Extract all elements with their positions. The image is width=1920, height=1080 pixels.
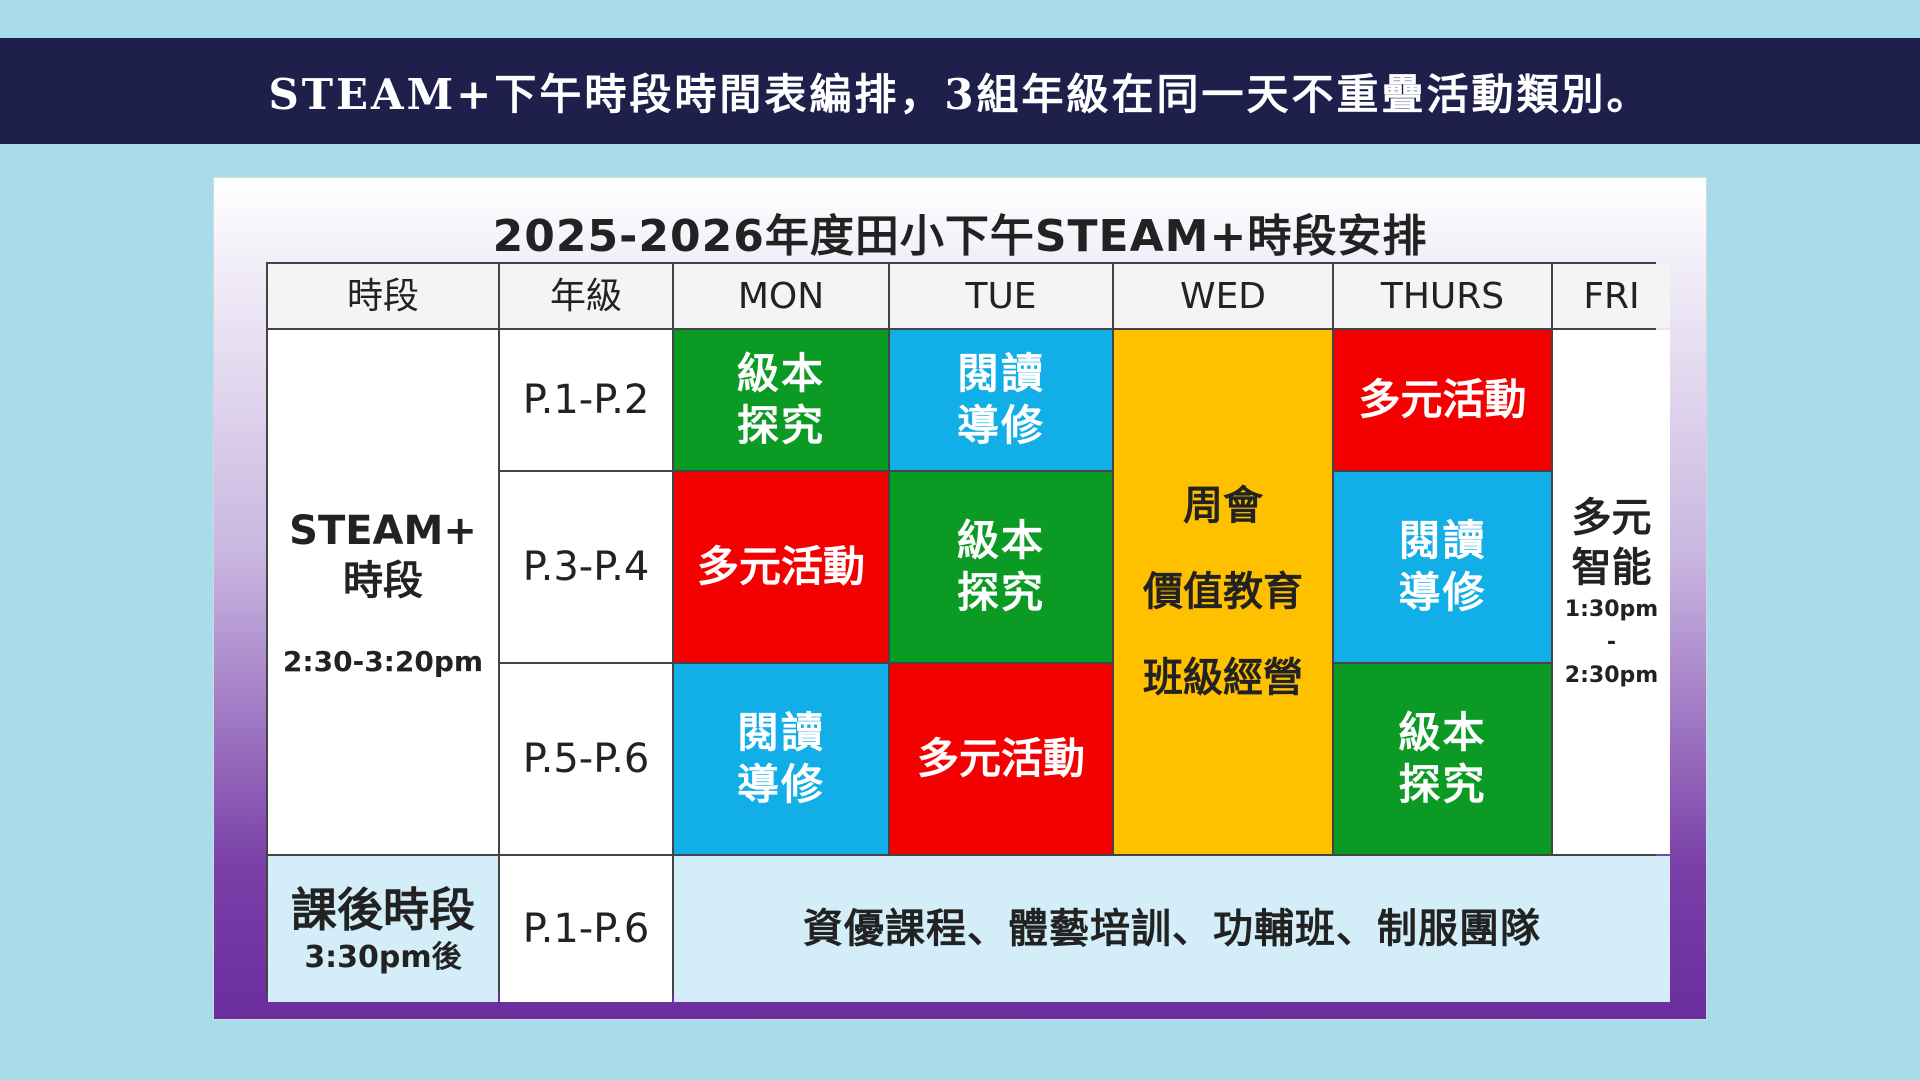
header-period: 時段 xyxy=(268,264,498,328)
wed-item: 價值教育 xyxy=(1143,569,1303,615)
grade-p1-p2: P.1-P.2 xyxy=(500,330,672,470)
schedule-title: 2025-2026年度田小下午STEAM+時段安排 xyxy=(492,211,1428,262)
header-thurs: THURS xyxy=(1334,264,1551,328)
tue-p1p2-cell: 閱讀 導修 xyxy=(890,330,1112,470)
timetable: 時段 年級 MON TUE WED THURS FRI STEAM+ 時段 2:… xyxy=(266,262,1670,1002)
after-school-activities: 資優課程、體藝培訓、功輔班、制服團隊 xyxy=(803,906,1541,952)
header-grade: 年級 xyxy=(500,264,672,328)
activity-line: 級本 xyxy=(956,515,1045,565)
activity-text: 多元活動 xyxy=(916,733,1085,783)
tue-p3p4-cell: 級本 探究 xyxy=(890,472,1112,662)
fri-time-end: 2:30pm xyxy=(1564,662,1659,688)
fri-time-start: 1:30pm xyxy=(1564,596,1659,622)
after-school-grade: P.1-P.6 xyxy=(500,856,672,1002)
thurs-p5p6-cell: 級本 探究 xyxy=(1334,664,1551,854)
wed-item: 周會 xyxy=(1183,483,1263,529)
grade-p5-p6: P.5-P.6 xyxy=(500,664,672,854)
wed-item: 班級經營 xyxy=(1143,655,1303,701)
schedule-slide: 2025-2026年度田小下午STEAM+時段安排 時段 年級 MON TUE … xyxy=(213,177,1707,1020)
activity-line: 閱讀 xyxy=(956,348,1045,398)
mon-p5p6-cell: 閱讀 導修 xyxy=(674,664,888,854)
after-school-title: 課後時段 xyxy=(291,882,475,937)
activity-line: 導修 xyxy=(736,760,825,809)
header-mon: MON xyxy=(674,264,888,328)
fri-merged-cell: 多元 智能 1:30pm - 2:30pm xyxy=(1553,330,1670,854)
tue-p5p6-cell: 多元活動 xyxy=(890,664,1112,854)
steam-period-time: 2:30-3:20pm xyxy=(282,644,484,678)
banner-text: STEAM+下午時段時間表編排，3組年級在同一天不重疊活動類別。 xyxy=(268,69,1652,119)
activity-line: 級本 xyxy=(736,348,825,398)
steam-period-cell: STEAM+ 時段 2:30-3:20pm xyxy=(268,330,498,854)
activity-text: 多元活動 xyxy=(1358,374,1527,424)
after-school-time: 3:30pm後 xyxy=(304,940,462,975)
activity-line: 探究 xyxy=(956,568,1045,617)
fri-time-dash: - xyxy=(1606,629,1617,655)
fri-title-1: 多元 xyxy=(1571,494,1652,541)
activity-line: 級本 xyxy=(1398,707,1487,757)
steam-period-title-2: 時段 xyxy=(343,557,423,604)
activity-line: 導修 xyxy=(1398,568,1487,617)
header-banner: STEAM+下午時段時間表編排，3組年級在同一天不重疊活動類別。 xyxy=(0,38,1920,144)
header-wed: WED xyxy=(1114,264,1332,328)
thurs-p3p4-cell: 閱讀 導修 xyxy=(1334,472,1551,662)
activity-line: 閱讀 xyxy=(736,707,825,757)
header-tue: TUE xyxy=(890,264,1112,328)
after-school-period-cell: 課後時段 3:30pm後 xyxy=(268,856,498,1002)
grade-p3-p4: P.3-P.4 xyxy=(500,472,672,662)
wed-merged-cell: 周會 價值教育 班級經營 xyxy=(1114,330,1332,854)
after-school-activities-cell: 資優課程、體藝培訓、功輔班、制服團隊 xyxy=(674,856,1670,1002)
activity-line: 探究 xyxy=(1398,760,1487,809)
mon-p3p4-cell: 多元活動 xyxy=(674,472,888,662)
mon-p1p2-cell: 級本 探究 xyxy=(674,330,888,470)
header-fri: FRI xyxy=(1553,264,1670,328)
steam-period-title-1: STEAM+ xyxy=(289,507,477,554)
fri-title-2: 智能 xyxy=(1571,544,1652,591)
thurs-p1p2-cell: 多元活動 xyxy=(1334,330,1551,470)
activity-text: 多元活動 xyxy=(696,541,865,591)
activity-line: 閱讀 xyxy=(1398,515,1487,565)
activity-line: 導修 xyxy=(956,401,1045,450)
activity-line: 探究 xyxy=(736,401,825,450)
